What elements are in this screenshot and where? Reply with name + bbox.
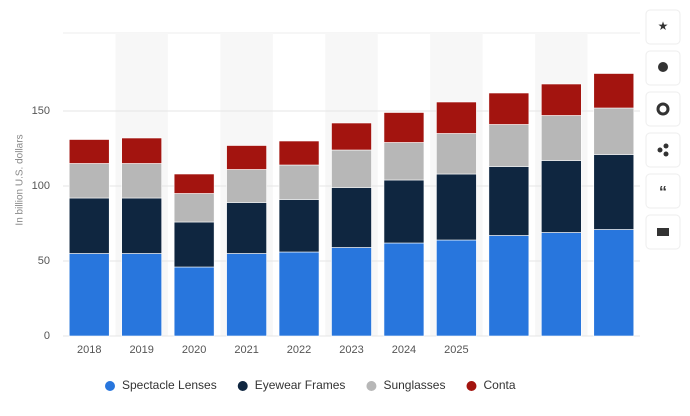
star-icon: ★: [658, 19, 669, 33]
bar-segment: [331, 247, 372, 337]
bar-segment: [593, 229, 635, 337]
bar-segment: [331, 149, 372, 188]
bar-segment: [488, 166, 530, 236]
x-tick-label: 2019: [129, 344, 153, 356]
bar-segment: [121, 137, 162, 164]
quote-icon: “: [659, 184, 667, 201]
x-tick-label: 2024: [392, 344, 416, 356]
x-tick-label: 2018: [77, 344, 101, 356]
bar-segment: [121, 163, 162, 199]
bar-segment: [173, 221, 215, 268]
legend-label: Eyewear Frames: [255, 378, 346, 392]
cite-button[interactable]: [645, 173, 681, 209]
legend-label: Spectacle Lenses: [122, 378, 217, 392]
settings-button[interactable]: [645, 91, 681, 127]
share-button[interactable]: [645, 132, 681, 168]
bar-segment: [541, 232, 582, 337]
bell-icon: [658, 62, 668, 72]
legend-marker: [466, 381, 477, 391]
bar-segment: [541, 115, 582, 161]
x-tick-label: 2021: [234, 344, 258, 356]
bar-segment: [173, 266, 215, 337]
bar-segment: [68, 197, 110, 254]
y-tick-label: 0: [44, 330, 50, 342]
bar-segment: [541, 160, 582, 233]
bar-segment: [593, 154, 635, 230]
legend-marker: [237, 381, 248, 391]
legend-label: Sunglasses: [383, 378, 445, 392]
share-icon: [663, 143, 669, 149]
share-icon: [657, 147, 663, 153]
bar-segment: [278, 251, 320, 337]
x-tick-label: 2020: [182, 344, 206, 356]
bar-segment: [383, 179, 425, 244]
bar-segment: [68, 253, 110, 337]
sidebar: ★ “: [645, 9, 681, 250]
bar-segment: [383, 112, 425, 143]
bar-segment: [173, 193, 215, 223]
share-icon: [663, 151, 669, 157]
bar-segment: [593, 73, 635, 109]
gear-icon: [656, 102, 670, 116]
x-tick-label: 2022: [287, 344, 311, 356]
bar-segment: [488, 235, 530, 337]
bar-segment: [121, 197, 162, 254]
bar-segment: [488, 124, 530, 167]
bar-segment: [383, 242, 425, 337]
print-icon: [657, 228, 669, 236]
bar-segment: [226, 145, 267, 170]
y-tick-label: 100: [32, 180, 50, 192]
bar-segment: [173, 173, 215, 194]
x-tick-label: 2025: [444, 344, 468, 356]
bar-segment: [436, 173, 477, 241]
bar-segment: [121, 253, 162, 337]
bar-segment: [331, 187, 372, 248]
bar-segment: [226, 253, 267, 337]
bar-segment: [383, 142, 425, 181]
x-tick-label: 2023: [339, 344, 363, 356]
bar-segment: [278, 164, 320, 200]
bar-segment: [488, 92, 530, 125]
bar-segment: [436, 239, 477, 337]
y-tick-label: 150: [32, 105, 50, 117]
legend-label: Conta: [483, 378, 515, 392]
bar-segment: [436, 133, 477, 175]
bar-segment: [68, 163, 110, 199]
bar-segment: [331, 122, 372, 151]
bar-segment: [278, 199, 320, 253]
bar-segment: [593, 107, 635, 155]
bar-segment: [278, 140, 320, 166]
y-axis-label: In billion U.S. dollars: [15, 134, 26, 225]
legend-marker: [105, 381, 115, 391]
bar-segment: [68, 139, 110, 164]
bar-segment: [541, 83, 582, 116]
bar-segment: [436, 101, 477, 134]
bar-segment: [226, 169, 267, 203]
bar-segment: [226, 202, 267, 254]
star-button[interactable]: [645, 9, 681, 45]
legend-marker: [366, 381, 377, 391]
y-tick-label: 50: [38, 255, 50, 267]
